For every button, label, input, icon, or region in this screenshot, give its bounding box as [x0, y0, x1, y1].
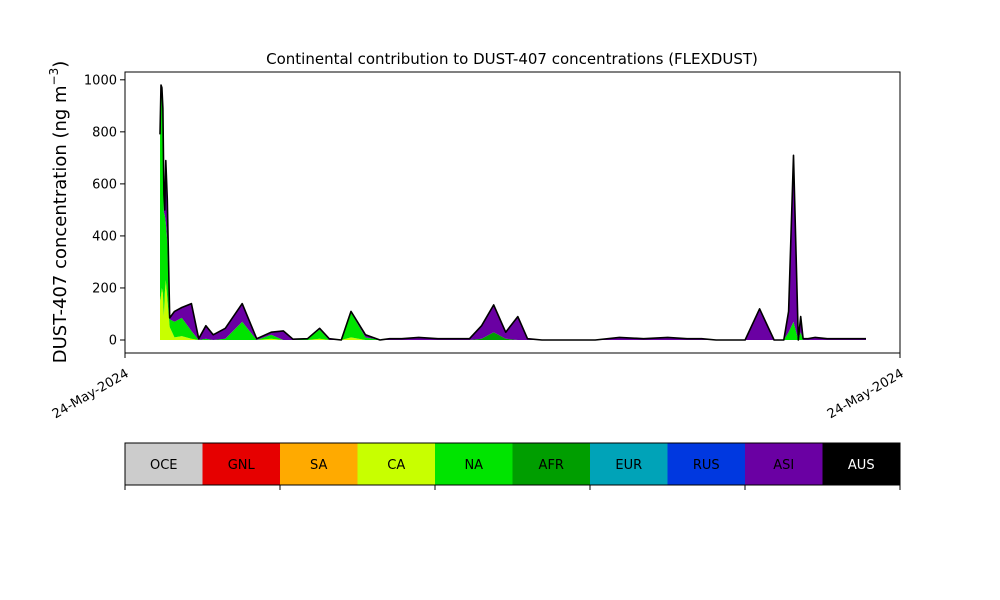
stacked-areas [160, 85, 866, 340]
legend-swatch-rus [667, 443, 746, 485]
legend-label-afr: AFR [539, 458, 564, 473]
legend-label-oce: OCE [150, 458, 178, 473]
y-tick-label: 200 [92, 281, 117, 296]
y-axis-label-main: DUST-407 concentration (ng m [50, 85, 71, 363]
legend-swatch-afr [512, 443, 591, 485]
legend-frame [124, 442, 901, 486]
legend-label-asi: ASI [773, 458, 794, 473]
y-axis-label-tail: ) [50, 61, 71, 68]
total-line [159, 84, 866, 341]
y-axis-label-exponent: −3 [47, 68, 61, 86]
area-series-aus [160, 85, 866, 340]
legend-label-sa: SA [310, 458, 327, 473]
legend-swatch-eur [590, 443, 668, 485]
plot-frame [124, 71, 901, 354]
legend-label-rus: RUS [693, 458, 720, 473]
area-series-afr [160, 87, 866, 340]
y-tick-label: 0 [109, 333, 117, 348]
color-legend: OCE GNL SA CA NA AFR EUR RUS ASI AUS [124, 442, 901, 490]
legend-label-eur: EUR [615, 458, 642, 473]
y-axis-ticks: 0 200 400 600 800 1000 [84, 73, 125, 348]
total-outline [159, 84, 866, 341]
y-tick-label: 600 [92, 177, 117, 192]
legend-swatch-ca [357, 443, 436, 485]
chart-title: Continental contribution to DUST-407 con… [266, 50, 758, 68]
y-tick-label: 800 [92, 125, 117, 140]
legend-swatch-oce [125, 443, 203, 485]
legend-swatch-na [435, 443, 513, 485]
legend-swatch-sa [280, 443, 358, 485]
legend-swatch-aus [822, 443, 901, 485]
legend-label-gnl: GNL [228, 458, 256, 473]
area-series-asi [160, 87, 866, 340]
legend-swatch-asi [745, 443, 823, 485]
y-axis-label: DUST-407 concentration (ng m−3) [47, 61, 71, 364]
x-tick-label-start: 24-May-2024 [50, 366, 132, 422]
area-series-na [160, 87, 866, 340]
legend-label-aus: AUS [848, 458, 875, 473]
legend-label-na: NA [464, 458, 483, 473]
x-tick-label-end: 24-May-2024 [825, 366, 907, 422]
legend-swatch-gnl [202, 443, 281, 485]
y-tick-label: 1000 [84, 73, 117, 88]
y-tick-label: 400 [92, 229, 117, 244]
legend-label-ca: CA [387, 458, 405, 473]
